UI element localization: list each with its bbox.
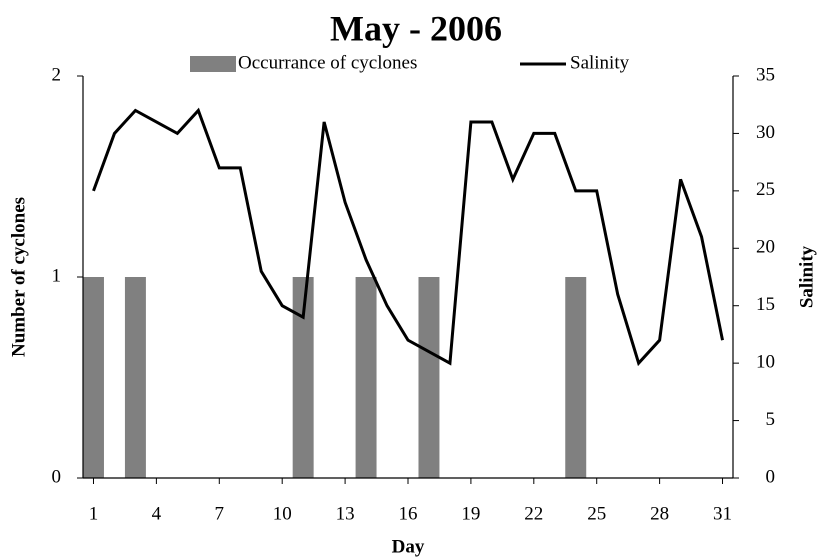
bar xyxy=(83,277,104,478)
y2-tick-label: 5 xyxy=(766,409,776,430)
x-tick-label: 10 xyxy=(273,503,292,524)
y2-tick-label: 0 xyxy=(766,466,776,487)
y2-tick-label: 25 xyxy=(756,179,775,200)
chart-title: May - 2006 xyxy=(330,8,502,48)
y2-tick-label: 35 xyxy=(756,64,775,85)
x-tick-label: 16 xyxy=(399,503,418,524)
y-tick-label: 0 xyxy=(52,466,62,487)
x-axis-label: Day xyxy=(392,536,425,557)
y2-tick-label: 15 xyxy=(756,294,775,315)
bar xyxy=(292,277,314,478)
legend-label: Occurrance of cyclones xyxy=(238,52,417,73)
legend-label: Salinity xyxy=(570,52,630,73)
y2-axis-label: Salinity xyxy=(796,245,817,308)
x-tick-label: 25 xyxy=(587,503,606,524)
y2-tick-label: 10 xyxy=(756,352,775,373)
bar xyxy=(418,277,440,478)
x-tick-label: 13 xyxy=(336,503,355,524)
y2-tick-label: 20 xyxy=(756,237,775,258)
x-tick-label: 1 xyxy=(89,503,99,524)
salinity-line xyxy=(92,107,724,367)
y-tick-label: 1 xyxy=(52,265,62,286)
bar xyxy=(124,277,146,478)
x-tick-label: 22 xyxy=(524,503,543,524)
legend-swatch xyxy=(190,56,236,72)
y2-tick-label: 30 xyxy=(756,122,775,143)
y-tick-label: 2 xyxy=(52,64,62,85)
bar xyxy=(565,277,587,478)
x-tick-label: 19 xyxy=(461,503,480,524)
y-axis-label: Number of cyclones xyxy=(8,197,29,357)
bar xyxy=(355,277,377,478)
x-tick-label: 7 xyxy=(215,503,225,524)
x-tick-label: 31 xyxy=(713,503,732,524)
x-tick-label: 4 xyxy=(152,503,162,524)
x-tick-label: 28 xyxy=(650,503,669,524)
